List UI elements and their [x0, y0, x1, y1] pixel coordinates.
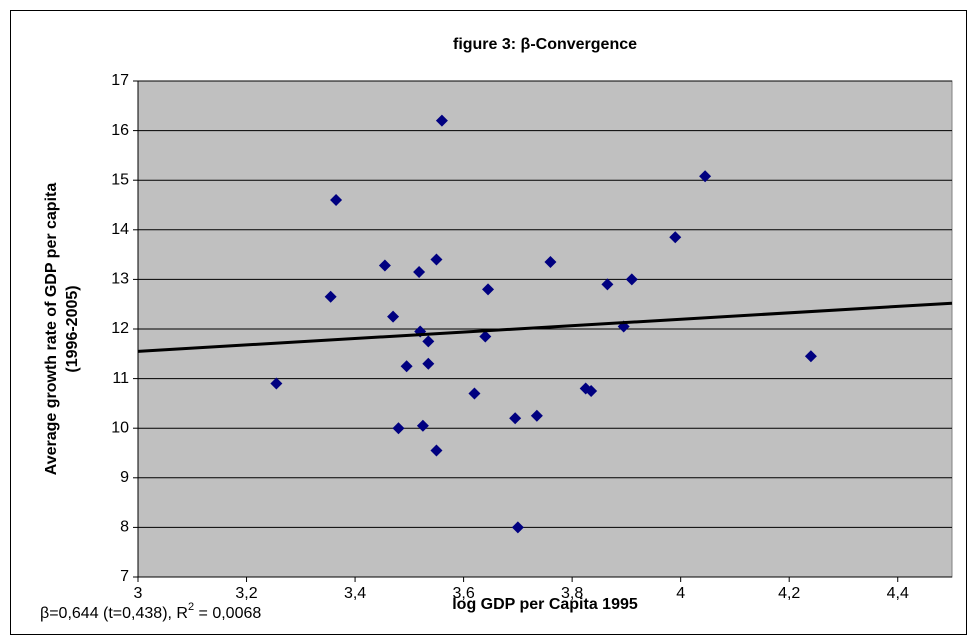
point: [422, 335, 435, 348]
y-tick-label: 14: [111, 221, 129, 238]
point: [400, 360, 413, 373]
x-axis-label: log GDP per Capita 1995: [452, 596, 638, 613]
point: [585, 385, 598, 397]
y-tick-label: 15: [111, 171, 129, 188]
x-tick-label: 4,2: [778, 585, 800, 602]
point: [435, 114, 448, 127]
annotation-part: β=0,644 (t=0,438), R: [40, 605, 188, 622]
point: [699, 170, 712, 183]
annotation: β=0,644 (t=0,438), R2 = 0,0068: [40, 601, 261, 622]
point: [413, 265, 426, 278]
point: [378, 259, 391, 272]
point: [387, 310, 400, 323]
y-tick-label: 13: [111, 271, 129, 288]
x-tick-label: 3,6: [452, 585, 474, 602]
point: [482, 283, 495, 296]
point: [430, 444, 443, 457]
point: [530, 409, 543, 422]
trend-line: [137, 301, 953, 353]
y-tick-label: 10: [111, 419, 129, 436]
point: [669, 231, 682, 244]
point: [479, 330, 492, 343]
y-tick-label: 16: [111, 122, 129, 139]
x-tick-label: 3,4: [344, 585, 366, 602]
point: [468, 387, 481, 400]
annotation-part: = 0,0068: [194, 605, 261, 622]
x-tick-label: 3,2: [235, 585, 257, 602]
point: [270, 377, 283, 390]
x-tick-label: 4,4: [887, 585, 909, 602]
y-tick-label: 11: [112, 370, 129, 387]
x-tick-label: 4: [676, 585, 685, 602]
annotation-superscript: 2: [188, 601, 194, 613]
point: [416, 419, 429, 432]
y-axis-label-line: Average growth rate of GDP per capita: [43, 183, 60, 476]
x-tick-label: 3: [134, 585, 143, 602]
y-axis-label: Average growth rate of GDP per capita (1…: [43, 183, 81, 476]
y-tick-label: 8: [120, 519, 129, 536]
chart-title: figure 3: β-Convergence: [453, 36, 637, 53]
point: [601, 278, 614, 291]
point: [324, 290, 337, 303]
point: [804, 350, 817, 363]
y-tick-label: 7: [120, 568, 129, 585]
x-tick-label: 3,8: [561, 585, 583, 602]
point: [509, 412, 522, 425]
point: [422, 357, 435, 370]
point: [625, 273, 638, 286]
y-tick-label: 12: [111, 320, 129, 337]
y-axis-label-line: (1996-2005): [64, 285, 81, 372]
point: [544, 256, 557, 269]
point: [392, 422, 405, 435]
point: [330, 194, 343, 207]
point: [430, 253, 443, 266]
point: [511, 521, 524, 534]
y-tick-label: 17: [111, 72, 129, 89]
y-tick-label: 9: [120, 469, 129, 486]
